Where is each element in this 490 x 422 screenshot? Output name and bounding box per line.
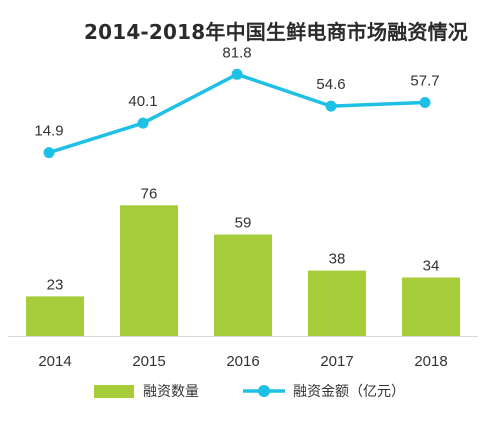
- line-point-2018: [419, 97, 431, 108]
- x-tick-2015: 2015: [132, 353, 165, 370]
- bar-label-2014: 23: [47, 276, 64, 293]
- legend-label-count: 融资数量: [143, 384, 199, 400]
- line-label-2016: 81.8: [222, 44, 251, 61]
- line-point-2015: [137, 117, 149, 129]
- legend-swatch-amount-marker: [258, 385, 270, 397]
- x-tick-2017: 2017: [320, 353, 353, 370]
- bar-label-2015: 76: [141, 185, 158, 202]
- line-series-amount: [48, 72, 426, 155]
- bar-label-2018: 34: [423, 258, 440, 275]
- bar-2016: [214, 234, 272, 336]
- bar-2014: [26, 296, 84, 336]
- line-point-2017: [325, 100, 337, 112]
- axis-layer: 2014 2015 2016 2017 2018: [8, 336, 478, 370]
- bar-2017: [308, 270, 366, 336]
- bar-2018: [402, 277, 460, 336]
- x-tick-2014: 2014: [38, 353, 71, 370]
- bar-label-2016: 59: [235, 215, 252, 232]
- line-label-2017: 54.6: [316, 76, 345, 93]
- legend-swatch-count: [94, 385, 134, 398]
- bars-layer: 23 76 59 38 34: [26, 185, 460, 336]
- line-point-2014: [43, 147, 55, 159]
- line-label-2018: 57.7: [410, 73, 439, 90]
- legend-label-amount: 融资金额（亿元）: [293, 384, 405, 400]
- bar-2015: [120, 205, 178, 336]
- line-point-2016: [231, 68, 243, 80]
- x-tick-2016: 2016: [226, 353, 259, 370]
- line-layer: 14.9 40.1 81.8 54.6 57.7: [34, 44, 440, 159]
- legend-layer: 融资数量 融资金额（亿元）: [94, 384, 405, 400]
- x-tick-2018: 2018: [414, 353, 447, 370]
- chart-title: 2014-2018年中国生鲜电商市场融资情况: [83, 20, 468, 44]
- line-label-2014: 14.9: [34, 123, 63, 140]
- line-label-2015: 40.1: [128, 93, 157, 110]
- bar-label-2017: 38: [329, 251, 346, 268]
